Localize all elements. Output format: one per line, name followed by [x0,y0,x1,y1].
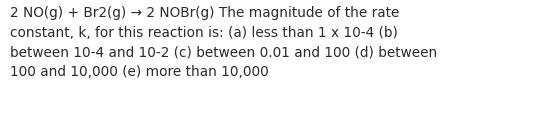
Text: 2 NO(g) + Br2(g) → 2 NOBr(g) The magnitude of the rate
constant, k, for this rea: 2 NO(g) + Br2(g) → 2 NOBr(g) The magnitu… [10,6,437,79]
